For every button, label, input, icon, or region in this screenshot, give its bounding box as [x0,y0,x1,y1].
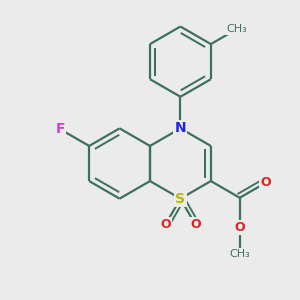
Text: CH₃: CH₃ [230,249,250,259]
Text: CH₃: CH₃ [226,24,247,34]
Text: O: O [260,176,271,189]
Text: N: N [175,122,186,135]
Text: F: F [56,122,65,136]
Text: O: O [234,221,245,234]
Text: O: O [160,218,171,231]
Text: S: S [176,192,185,206]
Text: O: O [190,218,201,231]
